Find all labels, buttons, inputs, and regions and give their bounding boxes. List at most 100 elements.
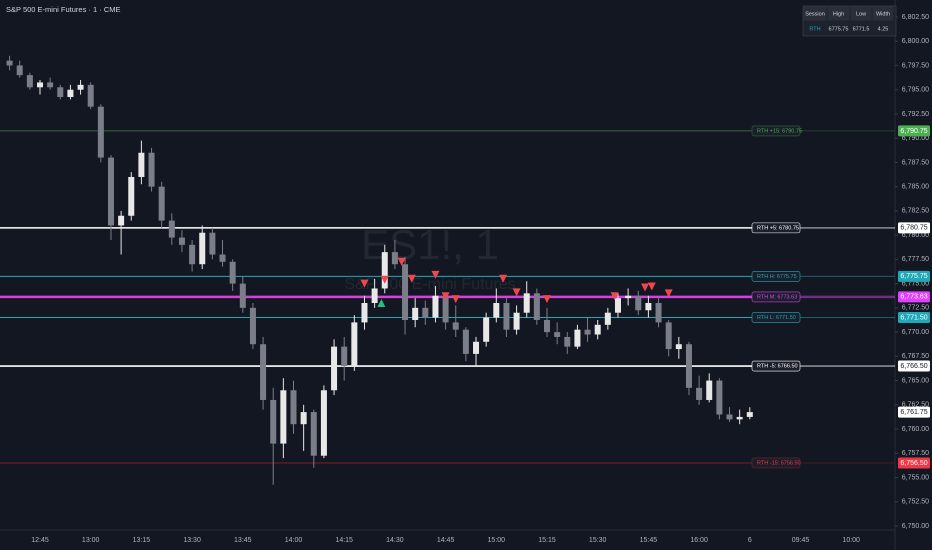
candle-body xyxy=(107,157,114,226)
candle-body xyxy=(158,186,165,221)
level-tag: RTH +5: 6780.75 xyxy=(757,225,799,231)
candle-body xyxy=(432,295,439,318)
candle-body xyxy=(97,106,104,158)
candle-body xyxy=(513,312,520,330)
buy-signal xyxy=(377,299,386,308)
y-tick-label: 6,797.50 xyxy=(902,62,929,69)
level-axis-label: 6,773.63 xyxy=(900,294,927,301)
sell-signal xyxy=(641,283,650,292)
table-header: Low xyxy=(856,11,866,17)
y-tick-label: 6,782.50 xyxy=(902,208,929,215)
candle-body xyxy=(47,82,54,88)
candle-body xyxy=(402,264,409,320)
candle-body xyxy=(706,380,713,400)
level-tag-bg xyxy=(751,312,801,323)
chart-title[interactable]: S&P 500 E-mini Futures · 1 · CME xyxy=(6,5,120,14)
table-cell: 6775.75 xyxy=(829,26,849,32)
candle-body xyxy=(594,324,601,335)
watermark-subtitle: S&P 500 E-mini Futures xyxy=(344,276,515,293)
candle-body xyxy=(300,412,307,425)
candle-body xyxy=(655,303,662,323)
level-tag: RTH M: 6773.63 xyxy=(757,294,797,300)
table-header-cell xyxy=(803,6,827,21)
candle-body xyxy=(614,298,621,313)
x-tick-label: 13:30 xyxy=(183,537,201,544)
candle-body xyxy=(726,414,733,420)
candle-body xyxy=(229,261,236,284)
sell-signal xyxy=(397,257,406,266)
candle-body xyxy=(270,399,277,444)
y-tick-label: 6,750.00 xyxy=(902,523,929,530)
level-axis-label: 6,790.75 xyxy=(900,128,927,135)
candle-body xyxy=(148,152,155,187)
sell-signal xyxy=(441,292,450,301)
candle-body xyxy=(554,332,561,337)
y-tick-label: 6,767.50 xyxy=(902,353,929,360)
y-tick-label: 6,762.50 xyxy=(902,402,929,409)
x-tick-label: 14:15 xyxy=(335,537,353,544)
x-tick-label: 15:30 xyxy=(589,537,607,544)
y-tick-label: 6,785.00 xyxy=(902,184,929,191)
candle-body xyxy=(442,295,449,323)
candle-body xyxy=(493,303,500,318)
candle-body xyxy=(584,329,591,335)
candle-body xyxy=(452,322,459,330)
candle-body xyxy=(746,412,753,417)
sell-signal xyxy=(664,289,673,298)
candle-body xyxy=(523,293,530,313)
candle-body xyxy=(310,412,317,456)
y-tick-label: 6,775.00 xyxy=(902,280,929,287)
level-axis-bg xyxy=(898,270,930,282)
sell-signal xyxy=(431,270,440,279)
sell-signal xyxy=(380,275,389,284)
candle-body xyxy=(412,307,419,320)
table-header: High xyxy=(833,11,844,17)
candle-body xyxy=(331,346,338,391)
candle-body xyxy=(16,65,23,76)
level-tag-bg xyxy=(751,125,801,137)
y-tick-label: 6,800.00 xyxy=(902,38,929,45)
level-tag-bg xyxy=(751,222,801,234)
candle-body xyxy=(736,416,743,420)
candle-body xyxy=(320,390,327,456)
level-axis-bg xyxy=(898,360,930,372)
level-axis-bg xyxy=(898,291,930,303)
candle-body xyxy=(371,288,378,304)
x-tick-label: 16:00 xyxy=(690,537,708,544)
candle-body xyxy=(118,215,125,226)
level-axis-bg xyxy=(898,125,930,137)
candle-body xyxy=(422,307,429,318)
x-tick-label: 14:30 xyxy=(386,537,404,544)
candle-body xyxy=(483,317,490,342)
candle-body xyxy=(138,152,145,177)
level-tag: RTH H: 6775.75 xyxy=(757,274,797,280)
level-tag-bg xyxy=(751,291,801,303)
candle-body xyxy=(473,341,480,354)
candle-body xyxy=(564,336,571,347)
sell-signal xyxy=(451,295,460,304)
candle-body xyxy=(625,295,632,299)
candle-body xyxy=(391,252,398,265)
x-tick-label: 6 xyxy=(748,537,752,544)
sell-signal xyxy=(499,274,508,283)
candle-body xyxy=(209,232,216,255)
candle-body xyxy=(341,346,348,367)
x-tick-label: 14:00 xyxy=(285,537,303,544)
candle-body xyxy=(503,303,510,330)
candle-body xyxy=(685,344,692,388)
x-tick-label: 13:15 xyxy=(133,537,151,544)
y-tick-label: 6,760.00 xyxy=(902,426,929,433)
candle-body xyxy=(635,295,642,311)
candle-body xyxy=(533,293,540,320)
level-tag: RTH -15: 6756.50 xyxy=(757,460,801,466)
last-price-label: 6,761.75 xyxy=(900,409,927,416)
sell-signal xyxy=(647,282,656,291)
candle-body xyxy=(26,75,33,88)
sell-signal xyxy=(543,295,551,304)
sell-signal xyxy=(360,279,369,288)
level-axis-label: 6,771.50 xyxy=(900,314,927,321)
level-tag: RTH +15: 6790.75 xyxy=(757,128,802,134)
candle-body xyxy=(219,254,226,262)
y-tick-label: 6,777.50 xyxy=(902,256,929,263)
